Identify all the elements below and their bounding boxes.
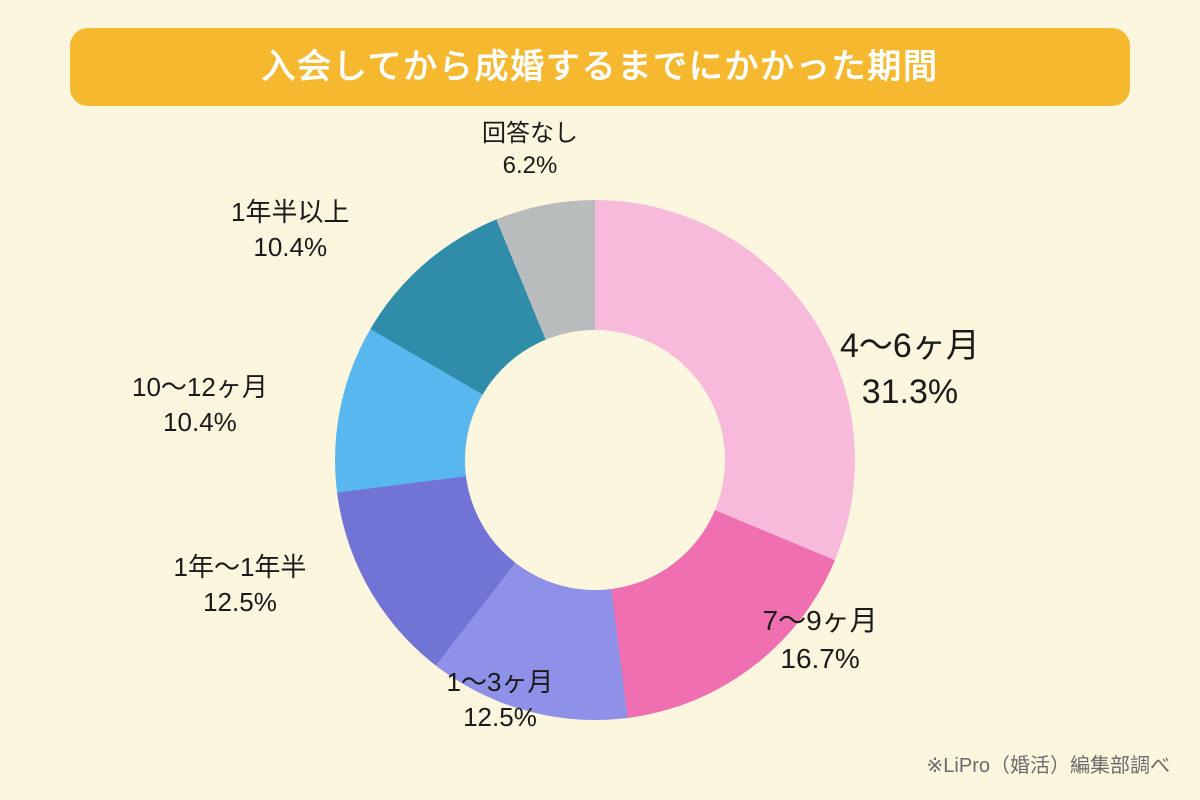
slice-label-name: 1年半以上 — [231, 195, 349, 230]
chart-title-text: 入会してから成婚するまでにかかった期間 — [261, 48, 938, 86]
slice-label-name: 4〜6ヶ月 — [840, 324, 980, 370]
slice-label-name: 1〜3ヶ月 — [447, 665, 554, 700]
chart-title: 入会してから成婚するまでにかかった期間 — [70, 28, 1130, 106]
slice-label-value: 16.7% — [763, 640, 878, 678]
slice-label-value: 31.3% — [840, 370, 980, 416]
slice-label: 4〜6ヶ月31.3% — [840, 324, 980, 416]
slice-label-name: 回答なし — [482, 118, 578, 150]
chart-footnote: ※LiPro（婚活）編集部調べ — [927, 749, 1170, 778]
slice-label: 1〜3ヶ月12.5% — [447, 665, 554, 735]
donut-hole — [465, 330, 725, 590]
slice-label-value: 12.5% — [174, 585, 307, 620]
slice-label-name: 1年〜1年半 — [174, 550, 307, 585]
slice-label-value: 6.2% — [482, 150, 578, 182]
slice-label: 1年半以上10.4% — [231, 195, 349, 265]
slice-label-value: 10.4% — [231, 230, 349, 265]
slice-label: 回答なし6.2% — [482, 118, 578, 183]
slice-label-value: 10.4% — [132, 405, 268, 440]
slice-label: 10〜12ヶ月10.4% — [132, 370, 268, 440]
footnote-text: ※LiPro（婚活）編集部調べ — [927, 755, 1170, 777]
slice-label: 1年〜1年半12.5% — [174, 550, 307, 620]
slice-label-name: 10〜12ヶ月 — [132, 370, 268, 405]
slice-label-name: 7〜9ヶ月 — [763, 602, 878, 640]
slice-label: 7〜9ヶ月16.7% — [763, 602, 878, 678]
chart-canvas: 入会してから成婚するまでにかかった期間 4〜6ヶ月31.3% 7〜9ヶ月16.7%… — [0, 0, 1200, 800]
slice-label-value: 12.5% — [447, 700, 554, 735]
